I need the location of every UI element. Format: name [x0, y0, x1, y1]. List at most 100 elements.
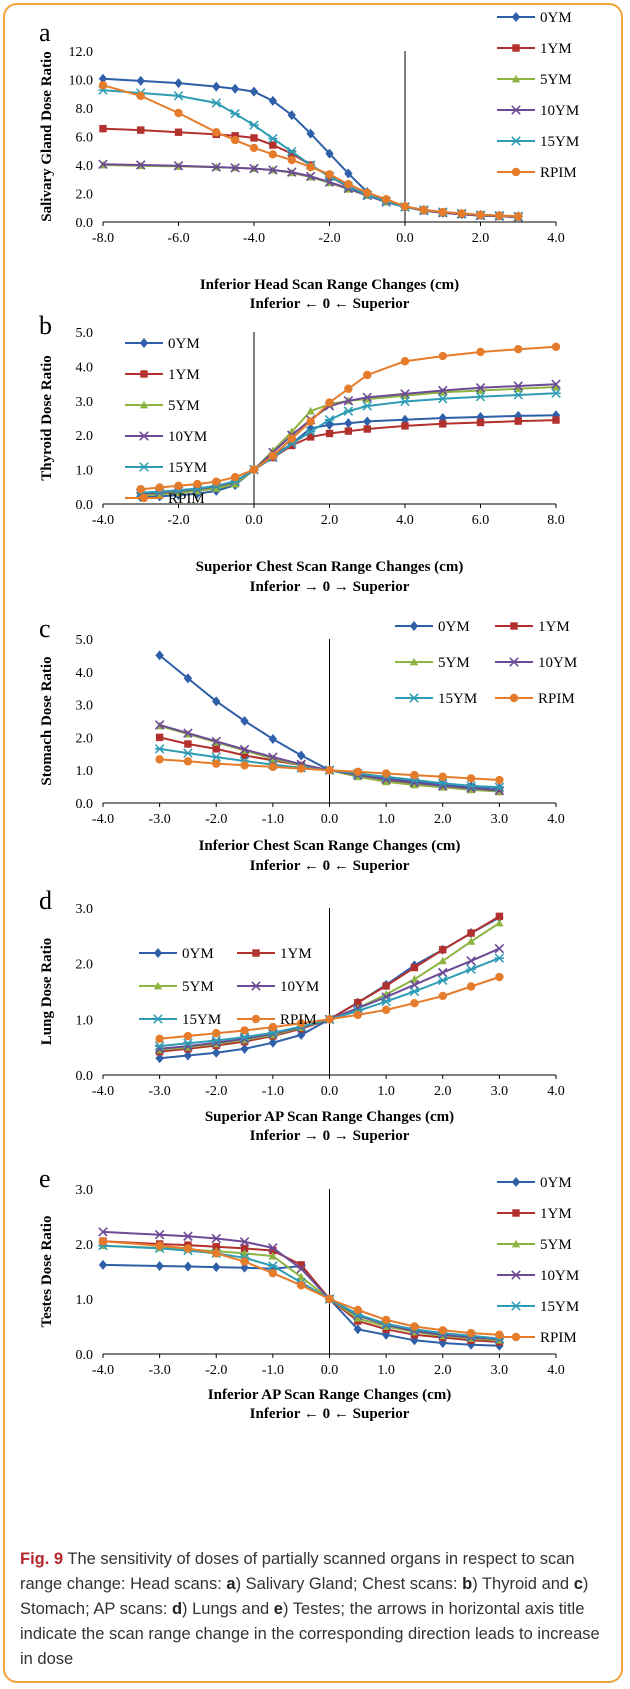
data-point — [400, 396, 410, 407]
data-point — [438, 1326, 447, 1335]
data-point — [240, 716, 249, 726]
data-point — [363, 370, 372, 380]
legend-label: RPIM — [540, 165, 577, 181]
legend-marker — [511, 1301, 521, 1311]
data-point — [212, 1029, 221, 1038]
legend-item: 0YM — [125, 336, 200, 352]
y-tick-label: 3.0 — [76, 1183, 94, 1198]
data-point — [419, 205, 429, 215]
legend-item: 0YM — [395, 619, 470, 635]
legend: 0YM 1YM 5YM 10YM 15YM RPIM — [497, 1175, 579, 1346]
data-point — [173, 91, 184, 101]
data-point — [382, 982, 390, 990]
data-point — [514, 417, 522, 425]
legend-marker — [251, 981, 261, 991]
x-tick-label: 0.0 — [321, 812, 339, 827]
data-point — [466, 774, 476, 783]
data-point — [475, 391, 486, 402]
caption-panel-ref: c — [573, 1575, 583, 1593]
legend-marker — [409, 657, 419, 666]
data-point — [239, 744, 250, 755]
data-point — [268, 446, 278, 455]
data-point — [287, 110, 296, 121]
x-axis-title: Inferior Head Scan Range Changes (cm) — [200, 277, 459, 293]
legend-item: 1YM — [125, 367, 200, 383]
legend-marker — [511, 74, 521, 83]
legend-item: 15YM — [497, 134, 579, 150]
data-point — [362, 392, 373, 403]
x-axis-direction: Inferior → 0 → Superior — [250, 579, 410, 595]
data-point — [183, 1261, 193, 1272]
series-line — [102, 164, 519, 218]
x-tick-label: 2.0 — [472, 231, 490, 246]
data-point — [297, 1261, 305, 1269]
caption-segment: ) Stomach; AP scans: — [20, 1575, 589, 1618]
data-point — [410, 998, 419, 1008]
data-point — [410, 1322, 419, 1331]
data-point — [212, 745, 220, 753]
caption-segment: ) Testes; the arrows in horizontal axis … — [20, 1600, 600, 1668]
data-point — [212, 696, 221, 707]
data-point — [325, 1294, 334, 1304]
y-tick-label: 12.0 — [69, 45, 94, 60]
legend-item: 5YM — [395, 655, 470, 671]
legend-item: 5YM — [125, 398, 200, 414]
data-point — [400, 357, 410, 366]
data-point — [305, 171, 316, 182]
x-tick-label: 1.0 — [377, 812, 395, 827]
data-point — [287, 146, 297, 157]
legend-label: 10YM — [280, 979, 319, 995]
data-point — [183, 1244, 193, 1253]
data-point — [183, 748, 193, 758]
data-point — [353, 1010, 363, 1020]
x-tick-label: 4.0 — [547, 231, 565, 246]
legend-item: 10YM — [495, 655, 577, 671]
legend-marker — [511, 12, 521, 22]
data-point — [494, 782, 505, 792]
data-point — [438, 778, 448, 789]
x-tick-label: -3.0 — [149, 812, 171, 827]
data-point — [240, 761, 249, 770]
data-point — [268, 133, 278, 144]
x-tick-label: -1.0 — [262, 1084, 284, 1099]
legend-marker — [153, 948, 163, 958]
y-tick-label: 2.0 — [76, 429, 94, 444]
x-tick-label: -2.0 — [205, 812, 227, 827]
data-point — [174, 128, 183, 136]
data-point — [268, 1029, 278, 1039]
caption-segment: ) Thyroid and — [472, 1575, 574, 1593]
legend-label: 1YM — [540, 41, 572, 57]
data-point — [211, 1035, 221, 1046]
data-point — [268, 150, 278, 159]
data-point — [296, 1019, 306, 1028]
data-point — [363, 188, 372, 197]
y-tick-label: 2.0 — [76, 1238, 94, 1253]
data-point — [174, 481, 183, 490]
data-point — [438, 772, 447, 781]
legend-item: 0YM — [497, 10, 572, 26]
x-tick-label: -4.0 — [92, 513, 114, 528]
series-0ym — [98, 73, 523, 222]
y-tick-label: 6.0 — [76, 131, 94, 146]
legend-marker — [511, 1332, 521, 1342]
data-point — [98, 73, 108, 84]
data-point — [230, 479, 240, 488]
data-point — [183, 728, 193, 738]
legend-item: 1YM — [237, 946, 312, 962]
x-axis-direction: Inferior ← 0 ← Superior — [250, 296, 410, 312]
data-point — [551, 342, 561, 351]
chart-panel-a: a 0.0 2.0 4.0 6.0 8.0 10.0 12.0 -8.0 -6.0 -4.0 -2.0… — [39, 10, 579, 312]
y-tick-label: 2.0 — [76, 958, 94, 973]
data-point — [381, 1315, 391, 1325]
data-point — [439, 420, 447, 428]
y-tick-label: 1.0 — [76, 1013, 94, 1028]
data-point — [438, 351, 447, 361]
data-point — [296, 1272, 306, 1281]
y-tick-label: 5.0 — [76, 633, 94, 648]
data-point — [466, 964, 476, 974]
data-point — [230, 163, 240, 173]
data-point — [231, 132, 239, 140]
series-line — [102, 163, 519, 218]
data-point — [183, 1050, 193, 1061]
y-tick-label: 3.0 — [76, 902, 94, 917]
